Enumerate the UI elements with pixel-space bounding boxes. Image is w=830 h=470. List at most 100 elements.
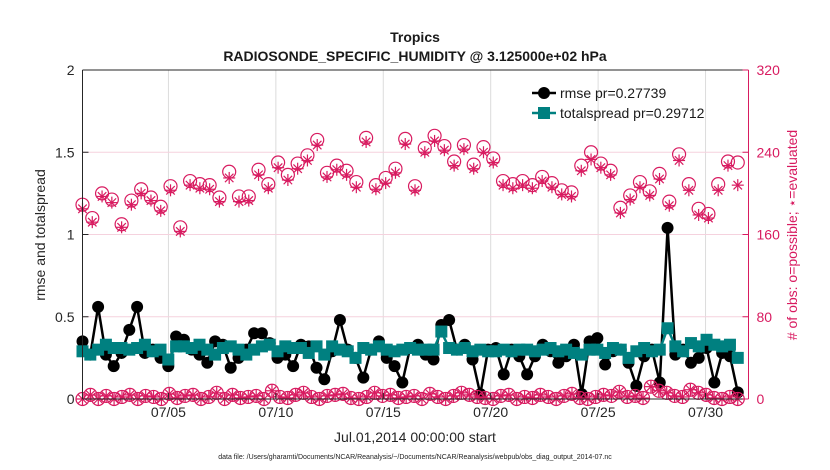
star-stroke [330,390,340,400]
star-stroke [684,185,694,195]
data-point [335,386,351,401]
star-stroke [136,188,146,199]
data-point [427,353,440,366]
star-stroke [662,388,672,398]
data-point [99,388,114,404]
series-possible [75,128,745,235]
data-point [467,162,480,175]
data-point [497,179,510,192]
data-point [340,168,353,181]
data-point [154,343,167,356]
series-totalspread [76,322,744,366]
star-stroke [97,191,107,202]
star-stroke [322,172,332,182]
data-point [624,193,637,206]
star-stroke [478,147,489,157]
data-point [383,387,398,402]
star-stroke [332,165,342,175]
data-point [525,390,540,406]
star-stroke [469,164,479,174]
star-stroke [713,185,723,195]
data-point [107,360,120,373]
data-point [185,387,201,402]
data-point [333,314,346,327]
y-tick-label: 2 [67,62,75,78]
data-point [653,343,666,356]
data-point [526,182,539,195]
data-point [311,139,324,152]
data-point [723,338,736,351]
star-stroke [312,140,322,150]
data-point [86,216,99,229]
star-stroke [605,170,616,180]
data-point [721,159,734,172]
data-point [360,135,373,148]
y-tick-label: 1.5 [55,144,75,160]
y-axis-label: rmse and totalspread [32,169,48,301]
star-stroke [369,388,380,398]
star-stroke [87,217,97,227]
star-stroke [273,163,283,173]
data-point [564,386,580,401]
star-stroke [674,155,684,166]
data-point [249,388,264,404]
data-point [193,182,206,195]
data-point [320,170,333,183]
data-point [123,323,136,336]
data-point [369,183,382,196]
star-stroke [567,389,577,399]
star-stroke [165,185,176,195]
data-point [604,168,617,181]
series-evaluated [76,134,744,238]
series-possible [75,379,745,407]
chart-subtitle: RADIOSONDE_SPECIFIC_HUMIDITY @ 3.125000e… [223,48,607,64]
star-stroke [625,194,635,205]
data-point [379,177,392,190]
data-point [591,332,604,345]
star-stroke [638,393,648,403]
data-point [506,182,519,195]
data-point [201,389,216,405]
data-point [154,204,167,217]
data-point [630,379,643,392]
y2-tick-label: 80 [757,309,773,325]
star-stroke [172,393,182,403]
data-point [661,322,674,335]
data-point [435,325,448,338]
data-point [232,195,245,208]
x-tick-label: 07/20 [473,404,508,420]
data-point [359,389,374,405]
data-point [125,198,138,211]
data-point [497,368,510,381]
star-stroke [156,206,166,216]
star-stroke [701,390,711,400]
data-point [708,376,721,389]
data-point [477,146,490,159]
star-stroke [126,200,137,210]
star-stroke [596,163,606,173]
star-stroke [420,147,430,157]
data-point [252,168,265,181]
y-tick-label: 1 [67,227,75,243]
data-point [122,387,137,402]
star-stroke [723,160,733,171]
star-stroke [685,385,696,395]
data-point [427,343,440,356]
series-rmse [76,221,744,401]
star-stroke [267,386,277,396]
data-point [162,386,177,401]
star-stroke [439,145,450,155]
y2-tick-label: 160 [757,227,781,243]
data-point [96,190,109,203]
star-stroke [498,180,508,190]
x-tick-label: 07/10 [258,404,293,420]
star-stroke [390,168,401,178]
star-stroke [557,189,567,200]
data-point [599,358,612,371]
star-stroke [586,154,596,165]
star-stroke [449,160,459,171]
data-point [105,196,118,209]
star-stroke [693,210,704,220]
data-point [555,188,568,201]
data-point [262,182,275,195]
